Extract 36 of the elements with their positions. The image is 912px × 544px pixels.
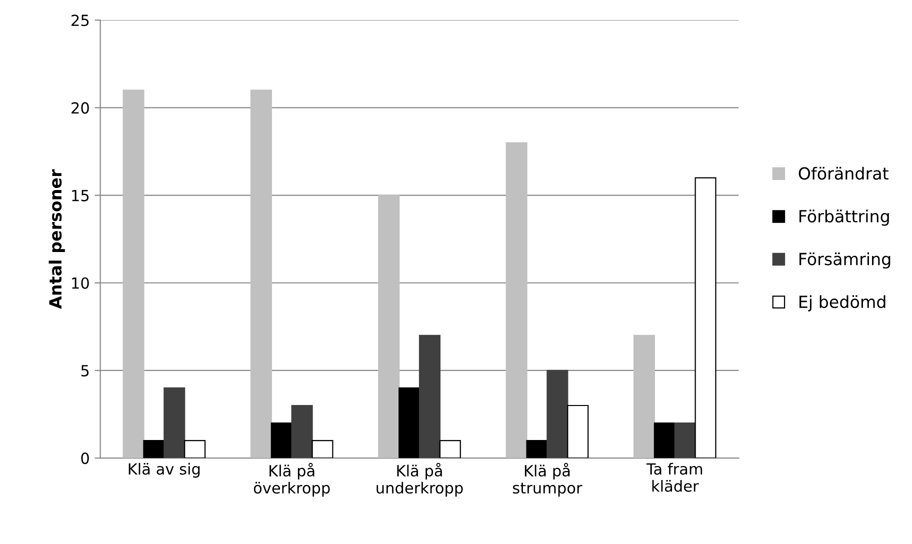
y-tick-label: 10 [72,277,89,289]
bar [164,387,186,458]
bar [418,334,441,458]
y-tick-label: 0 [81,452,89,464]
bar [143,440,165,458]
y-tick-label: 20 [72,102,89,114]
legend-label: Ej bedömd [800,295,886,312]
bar [694,177,716,458]
bar [291,404,313,458]
bar [250,90,272,458]
bar [122,90,144,458]
x-tick-label: Ta fram kläder [646,462,702,492]
bar [312,440,334,458]
x-tick-label: Klä på underkropp [376,462,463,497]
legend-label: Oförändrat [798,166,888,180]
bar [439,440,461,458]
x-tick-label: Klä på strumpor [512,462,582,497]
bar [398,387,420,458]
bar [546,370,568,458]
bar [633,334,656,458]
bar [184,440,206,458]
y-tick-label: 15 [72,190,89,202]
bar [378,194,400,458]
x-tick-label: Klä av sig [128,462,200,478]
bar [270,422,292,458]
bar [654,422,676,458]
bar [526,440,548,458]
y-tick-label: 5 [81,365,89,376]
bar [567,404,589,458]
y-tick-label: 25 [72,14,89,26]
legend-label: Förbättring [800,210,889,226]
x-tick-label: Klä på överkropp [254,462,330,497]
bar [506,142,528,458]
bar [674,422,696,458]
legend-label: Försämring [800,252,890,269]
y-axis-title: Antal personer [48,169,65,309]
